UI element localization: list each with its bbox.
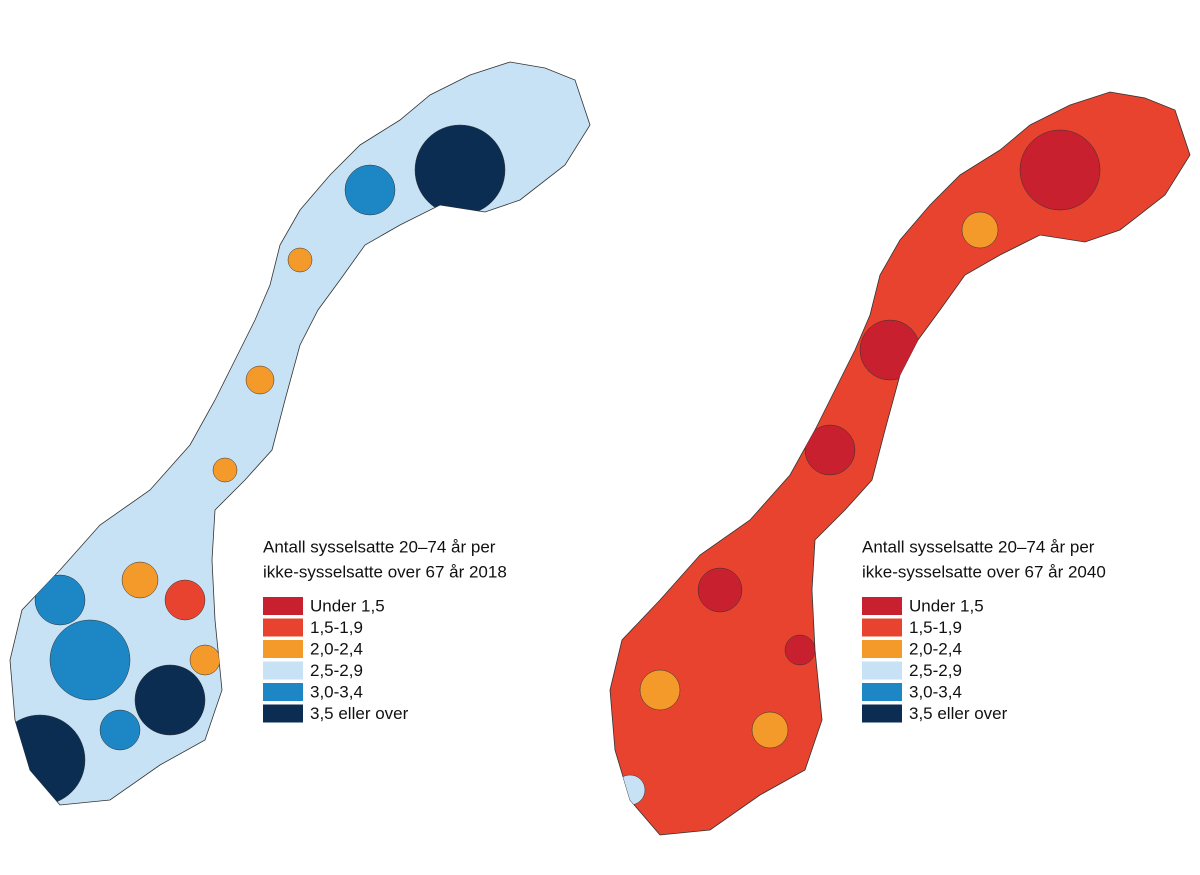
- legend-swatch: [263, 618, 303, 637]
- legend: Antall sysselsatte 20–74 år per ikke-sys…: [862, 537, 1106, 723]
- legend-title: ikke-sysselsatte over 67 år 2040: [862, 562, 1106, 581]
- legend-label: 3,0-3,4: [310, 682, 363, 701]
- legend-swatch: [862, 597, 902, 615]
- legend-label: 3,5 eller over: [310, 704, 409, 723]
- legend-label: 2,0-2,4: [909, 639, 962, 658]
- legend-title: Antall sysselsatte 20–74 år per: [862, 537, 1095, 556]
- legend-swatch: [862, 640, 902, 658]
- legend-label: 2,5-2,9: [310, 661, 363, 680]
- legend-swatch: [263, 661, 303, 680]
- legend-swatch: [862, 683, 902, 701]
- legend-swatch: [263, 597, 303, 615]
- map-2018: [9, 61, 591, 806]
- legend-label: 1,5-1,9: [909, 618, 962, 637]
- legend-swatch: [263, 640, 303, 658]
- legend-swatch: [263, 683, 303, 701]
- legend: Antall sysselsatte 20–74 år per ikke-sys…: [263, 537, 507, 723]
- legend-swatch: [263, 704, 303, 723]
- legend-label: 2,0-2,4: [310, 639, 363, 658]
- legend-label: Under 1,5: [310, 596, 385, 615]
- legend-swatch: [862, 661, 902, 680]
- legend-label: 3,5 eller over: [909, 704, 1008, 723]
- legend-swatch: [862, 704, 902, 723]
- legend-title: ikke-sysselsatte over 67 år 2018: [263, 562, 507, 581]
- legend-label: 3,0-3,4: [909, 682, 962, 701]
- map-2040: [609, 91, 1191, 836]
- legend-label: 1,5-1,9: [310, 618, 363, 637]
- legend-label: 2,5-2,9: [909, 661, 962, 680]
- legend-label: Under 1,5: [909, 596, 984, 615]
- legend-swatch: [862, 618, 902, 637]
- legend-title: Antall sysselsatte 20–74 år per: [263, 537, 496, 556]
